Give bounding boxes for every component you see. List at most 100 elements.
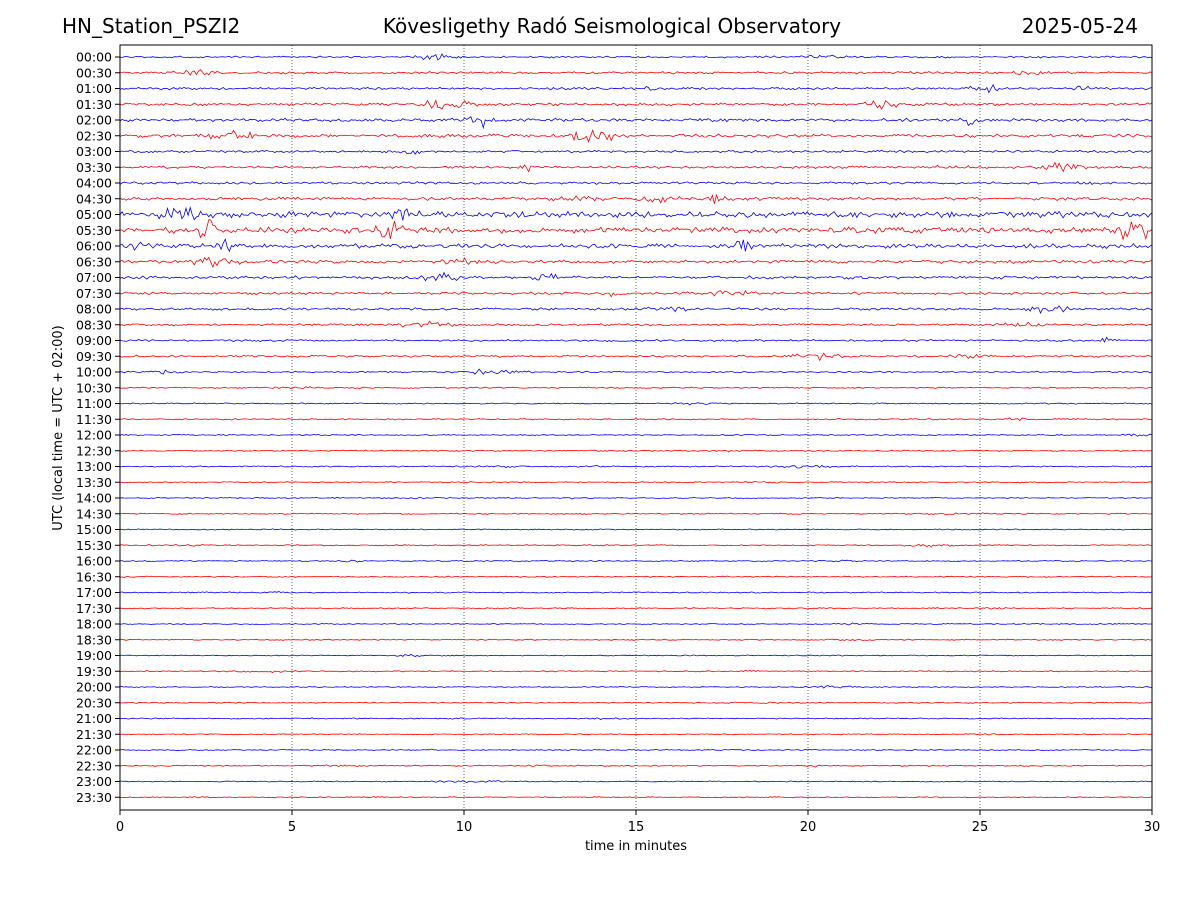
trace-0030 xyxy=(119,69,1153,76)
trace-0500 xyxy=(119,206,1153,221)
y-tick-label: 07:30 xyxy=(76,286,112,301)
y-tick-label: 18:30 xyxy=(76,632,112,647)
trace-1100 xyxy=(119,402,1153,406)
y-tick-label: 01:30 xyxy=(76,97,112,112)
trace-1900 xyxy=(119,653,1153,657)
trace-1300 xyxy=(119,464,1153,469)
y-tick-label: 02:00 xyxy=(76,113,112,128)
trace-0200 xyxy=(119,116,1153,130)
y-tick-label: 13:00 xyxy=(76,459,112,474)
y-tick-label: 05:00 xyxy=(76,207,112,222)
y-tick-label: 11:30 xyxy=(76,412,112,427)
x-tick-label: 15 xyxy=(628,820,645,835)
y-tick-label: 15:00 xyxy=(76,522,112,537)
trace-1630 xyxy=(119,575,1153,579)
trace-1600 xyxy=(119,559,1153,563)
trace-0300 xyxy=(119,149,1153,155)
x-axis: 0 5 10 15 20 25 30 xyxy=(116,810,1160,835)
y-tick-label: 09:00 xyxy=(76,333,112,348)
trace-1000 xyxy=(120,368,1153,375)
trace-0130 xyxy=(119,99,1153,110)
y-tick-label: 06:00 xyxy=(76,239,112,254)
grid-lines xyxy=(291,45,981,810)
trace-0400 xyxy=(119,181,1153,186)
y-tick-label: 02:30 xyxy=(76,128,112,143)
y-tick-label: 05:30 xyxy=(76,223,112,238)
y-tick-label: 16:00 xyxy=(76,554,112,569)
trace-1200 xyxy=(119,433,1153,437)
trace-0930 xyxy=(119,352,1153,362)
y-tick-label: 19:00 xyxy=(76,648,112,663)
y-tick-label: 00:00 xyxy=(76,50,112,65)
trace-2000 xyxy=(119,685,1153,689)
y-tick-label: 08:30 xyxy=(76,317,112,332)
trace-0100 xyxy=(119,83,1153,94)
station-name: HN_Station_PSZI2 xyxy=(62,14,241,38)
y-tick-label: 22:30 xyxy=(76,758,112,773)
observatory-title: Kövesligethy Radó Seismological Observat… xyxy=(382,14,842,38)
trace-0900 xyxy=(119,336,1153,343)
trace-2300 xyxy=(119,780,1153,784)
y-axis: 00:0000:3001:0001:3002:0002:3003:0003:30… xyxy=(76,50,120,805)
trace-1830 xyxy=(119,638,1153,642)
y-axis-label: UTC (local time = UTC + 02:00) xyxy=(51,325,66,530)
y-tick-label: 16:30 xyxy=(76,569,112,584)
y-tick-label: 12:00 xyxy=(76,428,112,443)
trace-1430 xyxy=(119,512,1153,516)
trace-1130 xyxy=(120,417,1153,422)
trace-1400 xyxy=(119,496,1153,500)
trace-2230 xyxy=(120,764,1153,768)
trace-0700 xyxy=(119,271,1153,282)
y-tick-label: 03:30 xyxy=(76,160,112,175)
trace-1700 xyxy=(119,590,1153,594)
trace-2030 xyxy=(119,701,1153,705)
y-tick-label: 06:30 xyxy=(76,254,112,269)
x-tick-label: 25 xyxy=(972,820,989,835)
y-tick-label: 21:30 xyxy=(76,727,112,742)
y-tick-label: 17:00 xyxy=(76,585,112,600)
y-tick-label: 23:00 xyxy=(76,774,112,789)
x-tick-label: 30 xyxy=(1144,820,1161,835)
trace-1230 xyxy=(119,449,1152,453)
trace-2330 xyxy=(119,796,1153,799)
y-tick-label: 20:00 xyxy=(76,680,112,695)
x-tick-label: 0 xyxy=(116,820,124,835)
y-tick-label: 15:30 xyxy=(76,538,112,553)
trace-2200 xyxy=(119,748,1153,752)
y-tick-label: 14:00 xyxy=(76,491,112,506)
trace-1330 xyxy=(119,481,1153,484)
y-tick-label: 19:30 xyxy=(76,664,112,679)
trace-1930 xyxy=(119,669,1153,674)
trace-0830 xyxy=(119,320,1153,328)
trace-0330 xyxy=(119,161,1153,173)
trace-1800 xyxy=(119,622,1152,626)
x-tick-label: 20 xyxy=(800,820,817,835)
y-tick-label: 01:00 xyxy=(76,81,112,96)
trace-2100 xyxy=(119,717,1153,720)
trace-0630 xyxy=(119,256,1153,269)
y-tick-label: 12:30 xyxy=(76,443,112,458)
trace-0600 xyxy=(119,238,1153,253)
seismic-traces xyxy=(119,53,1153,799)
trace-0800 xyxy=(119,305,1153,314)
trace-1530 xyxy=(119,543,1153,548)
y-tick-label: 17:30 xyxy=(76,601,112,616)
x-tick-label: 10 xyxy=(456,820,473,835)
trace-1500 xyxy=(119,528,1152,531)
trace-0430 xyxy=(119,193,1153,204)
y-tick-label: 18:00 xyxy=(76,617,112,632)
y-tick-label: 22:00 xyxy=(76,743,112,758)
y-tick-label: 09:30 xyxy=(76,349,112,364)
y-tick-label: 10:30 xyxy=(76,380,112,395)
y-tick-label: 00:30 xyxy=(76,65,112,80)
trace-1030 xyxy=(120,386,1153,390)
y-tick-label: 04:30 xyxy=(76,191,112,206)
x-axis-label: time in minutes xyxy=(585,839,687,854)
trace-0000 xyxy=(119,53,1153,61)
y-tick-label: 20:30 xyxy=(76,695,112,710)
trace-0730 xyxy=(120,289,1152,298)
trace-1730 xyxy=(119,606,1153,610)
x-tick-label: 5 xyxy=(288,820,296,835)
y-tick-label: 21:00 xyxy=(76,711,112,726)
